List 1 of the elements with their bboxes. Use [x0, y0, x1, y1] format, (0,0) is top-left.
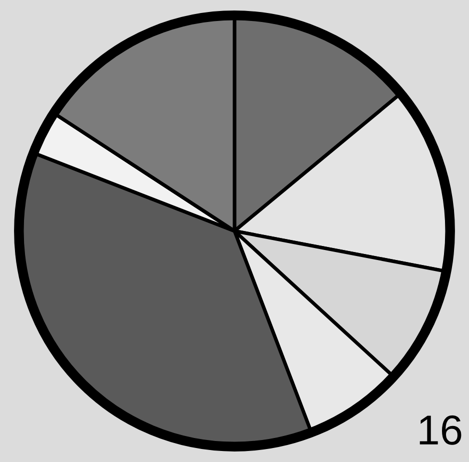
text: 16	[420, 415, 462, 445]
